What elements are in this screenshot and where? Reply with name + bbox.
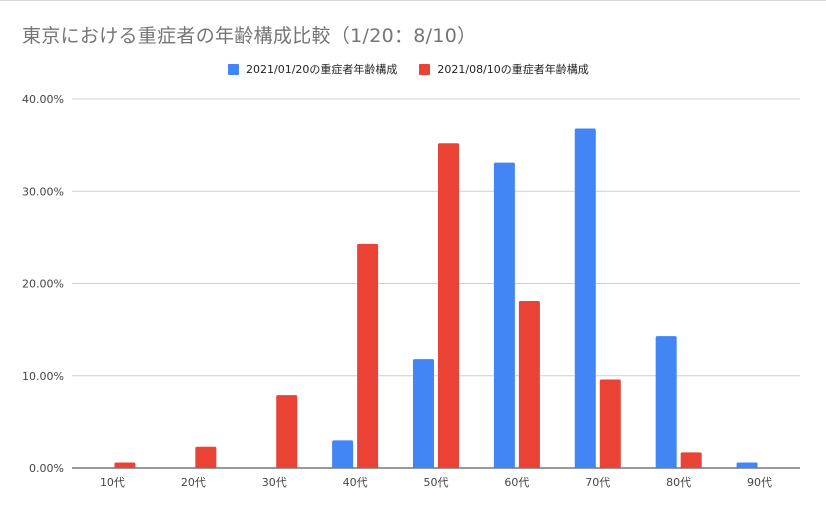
bar-series-2: [357, 243, 379, 468]
y-tick-label: 10.00%: [22, 370, 64, 383]
x-tick-label: 70代: [585, 476, 610, 489]
x-tick-label: 60代: [504, 476, 529, 489]
bar-series-1: [736, 462, 758, 468]
x-tick-label: 30代: [262, 476, 287, 489]
x-tick-label: 40代: [343, 476, 368, 489]
bar-series-2: [438, 143, 459, 468]
bar-series-1: [332, 440, 354, 468]
x-tick-label: 90代: [747, 476, 772, 489]
bar-series-1: [493, 162, 515, 468]
bar-series-2: [114, 462, 136, 468]
x-tick-label: 50代: [424, 476, 449, 489]
legend-item-series-1[interactable]: 2021/01/20の重症者年齢構成: [228, 61, 397, 77]
bar-series-2: [276, 395, 298, 468]
x-tick-label: 10代: [100, 476, 125, 489]
chart-title: 東京における重症者の年齢構成比較（1/20：8/10）: [22, 25, 477, 47]
y-tick-label: 0.00%: [29, 462, 64, 475]
bar-series-2: [680, 452, 702, 468]
legend-item-series-2[interactable]: 2021/08/10の重症者年齢構成: [419, 61, 589, 77]
x-tick-label: 20代: [181, 476, 206, 489]
bar-series-1: [574, 128, 596, 468]
bar-series-1: [413, 359, 434, 468]
y-tick-label: 30.00%: [22, 185, 64, 198]
legend-swatch-series-1: [228, 63, 239, 75]
bar-series-2: [599, 379, 621, 468]
legend-label-series-1: 2021/01/20の重症者年齢構成: [246, 63, 398, 76]
bar-series-2: [518, 301, 540, 468]
legend-label-series-2: 2021/08/10の重症者年齢構成: [437, 63, 589, 76]
y-tick-label: 20.00%: [22, 278, 64, 291]
legend: 2021/01/20の重症者年齢構成 2021/08/10の重症者年齢構成: [228, 61, 589, 77]
bar-series-1: [655, 336, 677, 468]
x-tick-label: 80代: [666, 476, 691, 489]
legend-swatch-series-2: [419, 63, 431, 75]
bar-series-2: [195, 446, 217, 468]
y-tick-label: 40.00%: [22, 93, 64, 106]
